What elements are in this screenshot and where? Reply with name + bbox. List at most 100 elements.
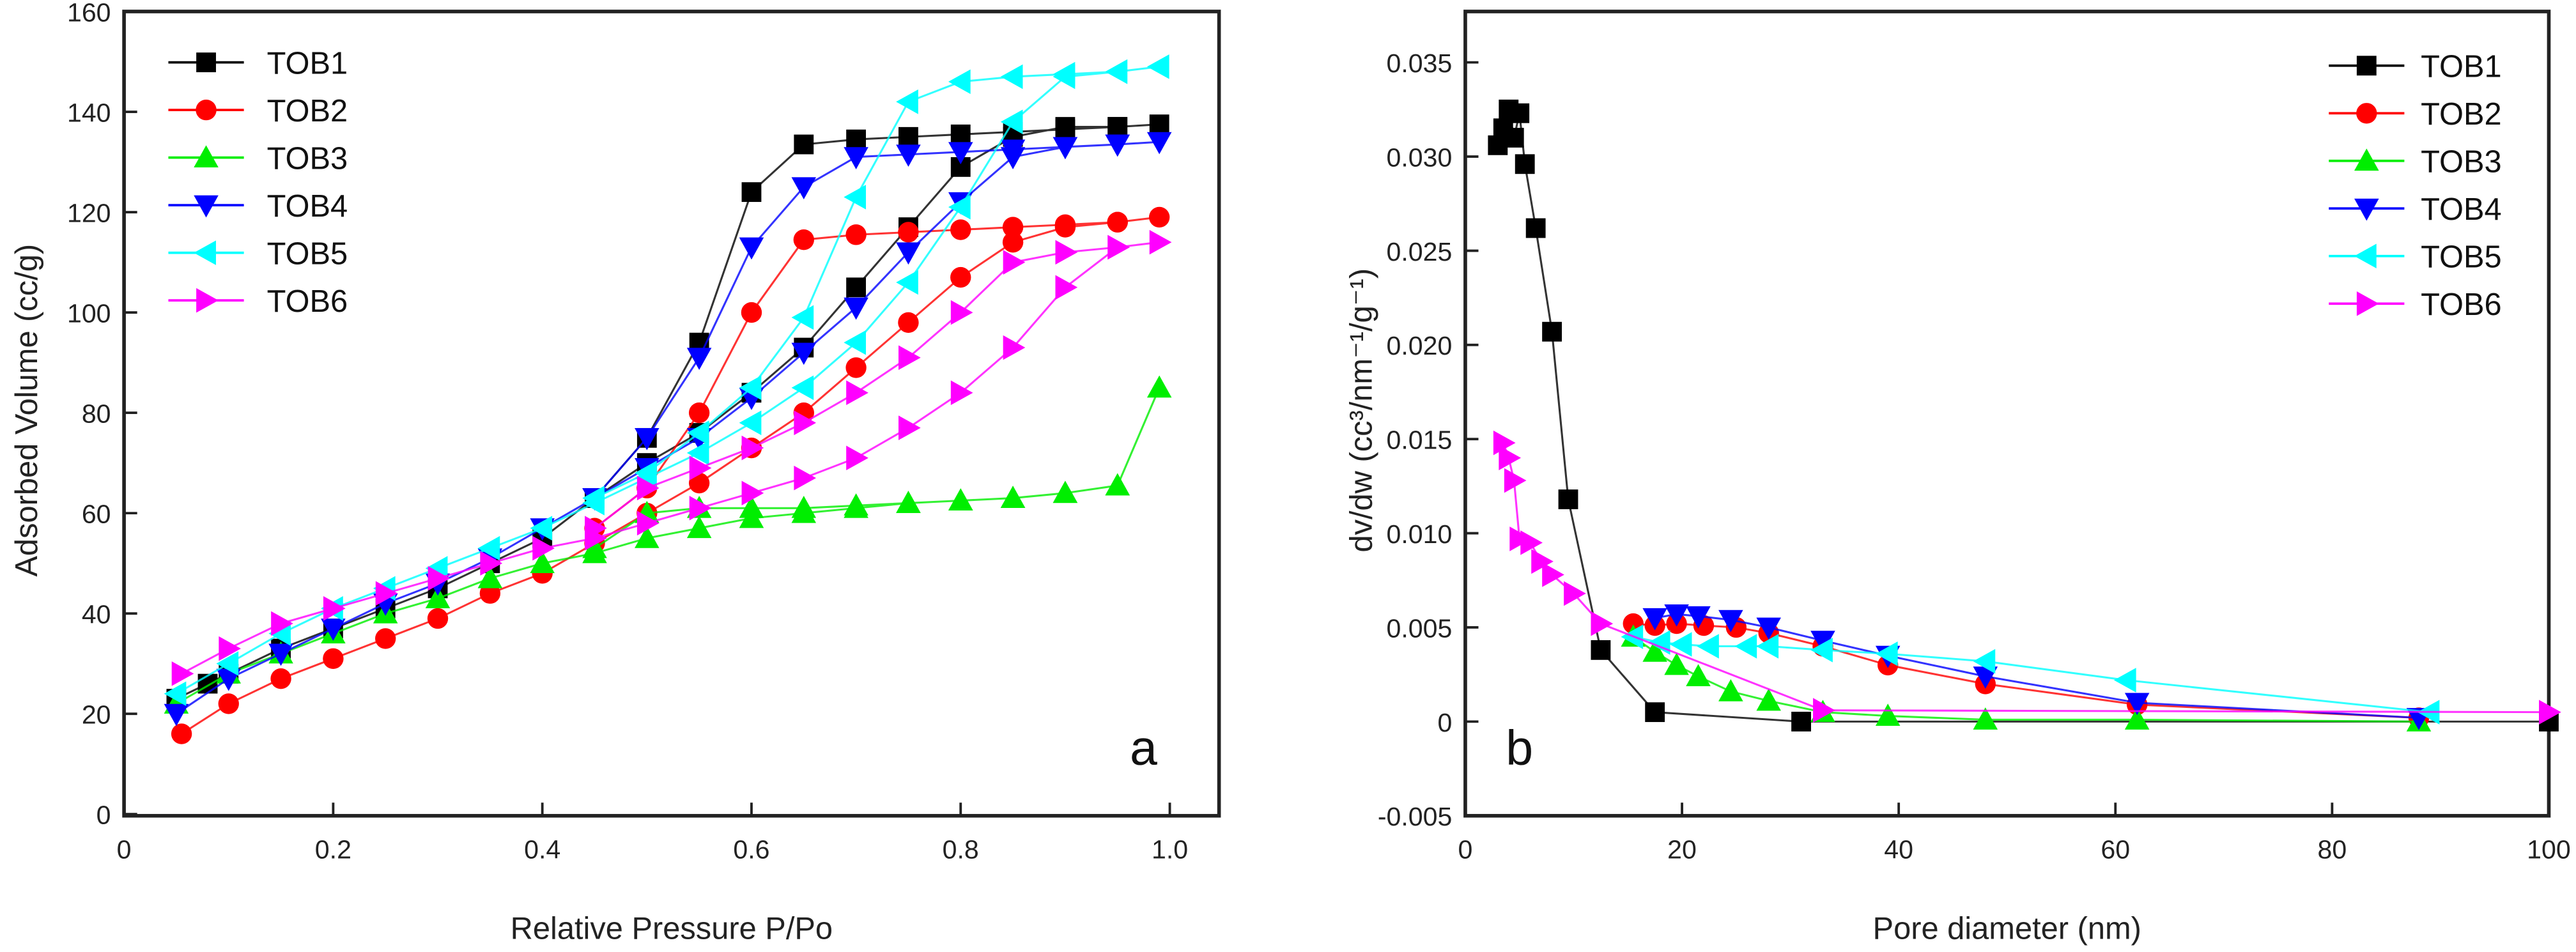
legend-marker-triangle-up-icon <box>194 145 219 168</box>
legend-item: TOB4 <box>168 189 348 224</box>
data-point <box>1664 652 1689 675</box>
series-tob5 <box>1621 624 2440 725</box>
data-point <box>896 270 918 295</box>
x-axis-label: Relative Pressure P/Po <box>511 911 833 946</box>
legend-label: TOB5 <box>267 237 348 272</box>
data-point <box>844 330 867 355</box>
data-point <box>950 380 973 405</box>
data-point <box>791 177 817 200</box>
data-point <box>219 636 242 661</box>
data-point <box>1000 486 1026 508</box>
y-tick-label: 80 <box>82 399 111 429</box>
data-point <box>216 668 242 691</box>
legend-label: TOB1 <box>2421 50 2502 84</box>
data-point <box>1525 218 1546 238</box>
data-point <box>477 535 500 561</box>
data-point <box>950 124 971 144</box>
data-point <box>950 219 971 240</box>
data-point <box>1810 638 1833 663</box>
data-point <box>739 410 762 436</box>
data-point <box>739 496 764 518</box>
x-tick-label: 60 <box>2101 835 2130 864</box>
y-tick-label: 60 <box>82 500 111 529</box>
data-point <box>1509 103 1530 123</box>
y-tick-label: 0.025 <box>1387 237 1453 266</box>
data-point <box>686 348 712 370</box>
data-point <box>171 661 194 686</box>
series-tob2 <box>171 206 1170 744</box>
data-point <box>1645 702 1665 723</box>
data-point <box>1642 640 1667 662</box>
data-point <box>1055 240 1078 265</box>
data-point <box>739 375 762 401</box>
data-point <box>1149 229 1172 255</box>
data-point <box>635 427 659 450</box>
series-tob3 <box>164 375 1172 714</box>
data-point <box>1875 703 1901 726</box>
data-point <box>582 535 607 558</box>
data-point <box>689 456 712 480</box>
legend-marker-square-icon <box>196 52 216 73</box>
data-point <box>1105 59 1128 84</box>
data-point <box>1146 375 1172 398</box>
data-point <box>164 703 189 726</box>
data-point <box>270 668 291 689</box>
x-tick-label: 20 <box>1667 835 1697 864</box>
y-tick-label: 0.035 <box>1387 49 1453 78</box>
y-tick-label: 0 <box>1438 708 1453 737</box>
series-tob5 <box>164 54 1169 707</box>
data-point <box>794 134 814 155</box>
data-point <box>1055 275 1078 300</box>
y-tick-label: 0.010 <box>1387 519 1453 549</box>
data-point <box>268 643 293 666</box>
data-point <box>844 147 868 169</box>
data-point <box>1105 473 1130 496</box>
data-point <box>948 194 971 220</box>
data-point <box>585 516 607 541</box>
data-point <box>791 305 814 330</box>
data-point <box>1002 217 1024 238</box>
x-tick-label: 0 <box>1458 835 1473 864</box>
data-point <box>477 565 503 588</box>
y-tick-label: 100 <box>67 298 111 328</box>
data-point <box>844 493 868 516</box>
legend-marker-triangle-right-icon <box>196 288 219 313</box>
data-point <box>427 608 449 629</box>
data-point <box>2539 700 2561 725</box>
series-tob1 <box>1488 99 2559 732</box>
legend-item: TOB2 <box>2329 97 2502 132</box>
data-point <box>1718 679 1743 702</box>
data-point <box>635 461 657 486</box>
y-axis-label: dv/dw (cc³/nm⁻¹/g⁻¹) <box>1345 268 1379 553</box>
data-point <box>635 526 659 548</box>
data-point <box>1520 530 1543 555</box>
data-point <box>1756 617 1781 640</box>
data-point <box>1531 549 1554 574</box>
y-tick-label: 0.015 <box>1387 426 1453 455</box>
data-point <box>2124 707 2150 730</box>
data-point <box>1107 234 1130 260</box>
legend-label: TOB3 <box>267 142 348 176</box>
legend-label: TOB5 <box>2421 240 2502 275</box>
data-point <box>1003 250 1026 275</box>
data-point <box>948 488 973 511</box>
data-point <box>1564 581 1586 606</box>
y-tick-label: 120 <box>67 198 111 227</box>
legend-marker-triangle-left-icon <box>2354 243 2377 269</box>
legend-marker-triangle-right-icon <box>2356 291 2379 316</box>
data-point <box>794 465 817 491</box>
legend-marker-circle-icon <box>2356 103 2377 124</box>
legend-marker-triangle-up-icon <box>2354 148 2379 171</box>
data-point <box>1053 137 1078 160</box>
data-point <box>375 628 396 649</box>
panel-a-adsorption-isotherms: 0 0.2 0.4 0.6 0.8 1.0 0 20 40 60 80 100 120 140 160 Rel… <box>10 0 1221 946</box>
panel-label: a <box>1130 721 1157 776</box>
data-point <box>218 693 239 714</box>
legend-item: TOB6 <box>168 284 348 319</box>
legend-label: TOB2 <box>267 94 348 128</box>
series-tob6 <box>171 229 1172 686</box>
data-point <box>899 415 921 440</box>
data-point <box>2113 668 2136 693</box>
data-point <box>1664 604 1689 627</box>
data-point <box>532 535 555 561</box>
